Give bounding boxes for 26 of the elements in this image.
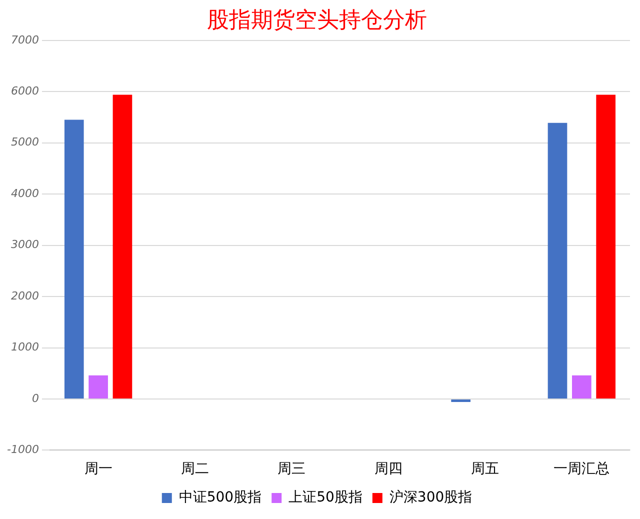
y-tick-label: 2000 bbox=[10, 289, 39, 302]
chart-title: 股指期货空头持仓分析 bbox=[207, 8, 427, 33]
bar bbox=[572, 375, 592, 398]
bar bbox=[88, 375, 108, 398]
bar bbox=[112, 94, 132, 398]
y-tick-label: 7000 bbox=[10, 33, 39, 46]
legend-label: 上证50股指 bbox=[288, 490, 362, 506]
x-tick-label: 周二 bbox=[180, 461, 209, 478]
x-tick-label: 周四 bbox=[374, 461, 402, 478]
bar bbox=[64, 120, 84, 398]
y-tick-label: 5000 bbox=[10, 136, 39, 149]
x-tick-label: 周一 bbox=[84, 461, 112, 478]
y-tick-label: 1000 bbox=[10, 340, 39, 354]
bar bbox=[451, 399, 470, 402]
x-tick-label: 周五 bbox=[470, 461, 499, 478]
y-tick-label: 6000 bbox=[10, 84, 39, 98]
legend-label: 中证500股指 bbox=[178, 490, 262, 506]
y-tick-label: 3000 bbox=[10, 238, 39, 252]
y-tick-label: -1000 bbox=[6, 443, 39, 456]
legend-label: 沪深300股指 bbox=[389, 490, 472, 506]
bar bbox=[548, 122, 568, 398]
bar bbox=[596, 94, 616, 398]
y-tick-label: 0 bbox=[32, 392, 39, 405]
x-tick-label: 一周汇总 bbox=[554, 461, 610, 478]
y-tick-label: 4000 bbox=[10, 186, 39, 200]
x-tick-label: 周三 bbox=[278, 461, 306, 478]
